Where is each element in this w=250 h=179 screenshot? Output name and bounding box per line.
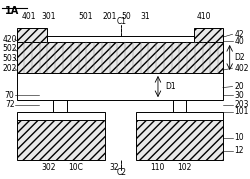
Text: 410: 410 xyxy=(196,12,211,21)
FancyBboxPatch shape xyxy=(18,28,46,42)
Text: 201: 201 xyxy=(102,12,117,21)
Text: 1A: 1A xyxy=(5,6,19,16)
FancyBboxPatch shape xyxy=(18,120,105,160)
Text: C1: C1 xyxy=(116,17,126,26)
FancyBboxPatch shape xyxy=(18,73,223,100)
Text: 502: 502 xyxy=(2,44,17,53)
Text: 301: 301 xyxy=(41,12,56,21)
Text: 102: 102 xyxy=(177,163,191,171)
Text: D1: D1 xyxy=(165,82,175,91)
Text: 420: 420 xyxy=(2,35,17,43)
FancyBboxPatch shape xyxy=(18,112,105,120)
Text: 42: 42 xyxy=(234,30,244,39)
FancyBboxPatch shape xyxy=(136,112,223,120)
FancyBboxPatch shape xyxy=(18,36,223,42)
Text: 402: 402 xyxy=(234,64,249,73)
Text: 70: 70 xyxy=(5,91,15,100)
Text: D2: D2 xyxy=(234,53,245,62)
Text: 202: 202 xyxy=(2,64,17,73)
Text: 101: 101 xyxy=(234,107,249,116)
Text: 501: 501 xyxy=(78,12,92,21)
Text: C2: C2 xyxy=(116,168,126,177)
Text: 12: 12 xyxy=(234,146,244,155)
Text: 401: 401 xyxy=(22,12,36,21)
FancyBboxPatch shape xyxy=(53,100,67,112)
Text: 50: 50 xyxy=(121,12,131,21)
Text: 72: 72 xyxy=(5,100,15,110)
Text: 110: 110 xyxy=(150,163,164,171)
Text: 32: 32 xyxy=(110,163,119,171)
Text: 503: 503 xyxy=(2,54,17,63)
Text: 10C: 10C xyxy=(68,163,83,171)
FancyBboxPatch shape xyxy=(194,28,223,42)
FancyBboxPatch shape xyxy=(18,42,223,73)
Text: 10: 10 xyxy=(234,133,244,142)
FancyBboxPatch shape xyxy=(136,120,223,160)
Text: 20: 20 xyxy=(234,82,244,91)
Text: 31: 31 xyxy=(140,12,150,21)
Text: 40: 40 xyxy=(234,37,244,45)
Text: 302: 302 xyxy=(41,163,56,171)
Text: 203: 203 xyxy=(234,100,249,110)
Text: 30: 30 xyxy=(234,91,244,100)
FancyBboxPatch shape xyxy=(172,100,186,112)
